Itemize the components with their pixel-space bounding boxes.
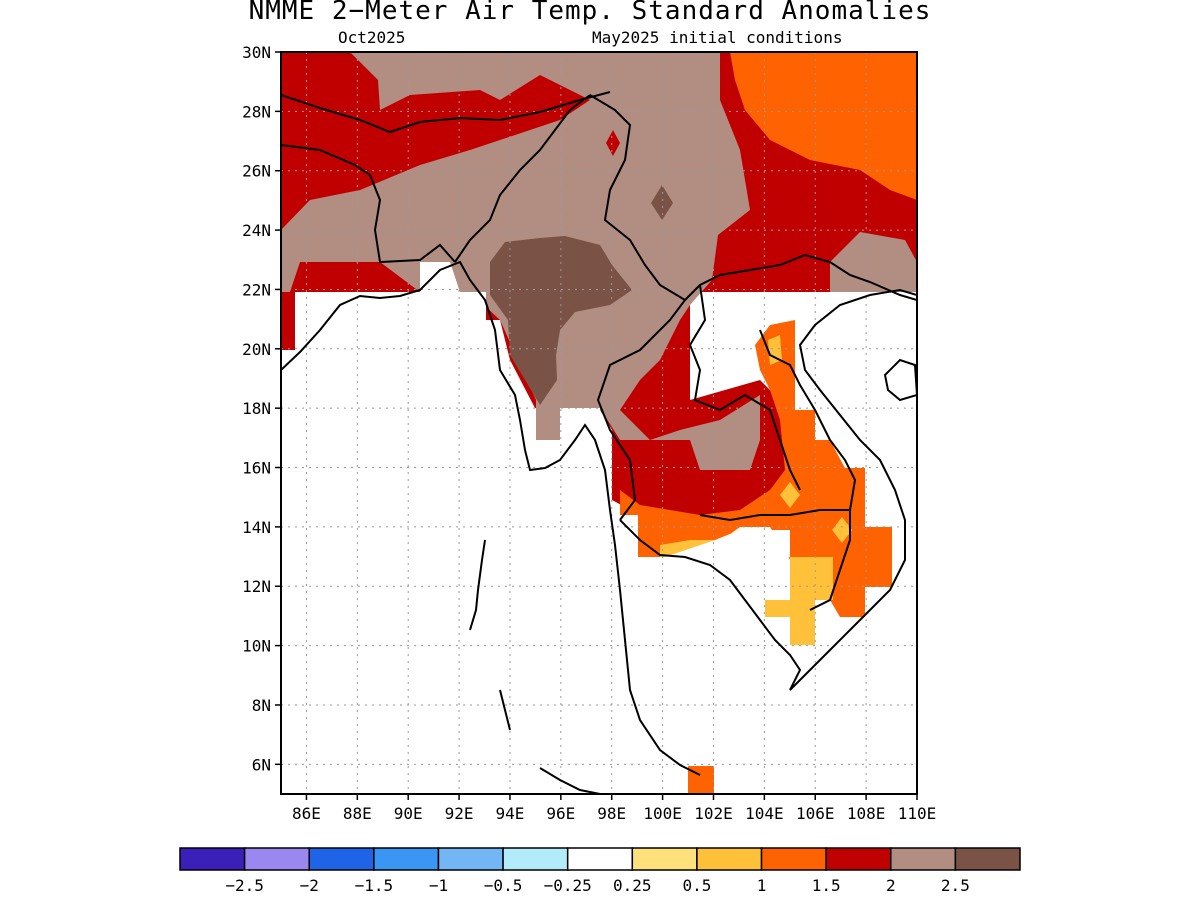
colorbar-swatch [243, 847, 310, 871]
colorbar-swatch [696, 847, 763, 871]
colorbar-label: −2.5 [225, 876, 264, 895]
anomaly-region-2-to-2-5-east [830, 232, 917, 292]
lat-tick-label: 22N [242, 280, 271, 299]
colorbar-label: 0.25 [613, 876, 652, 895]
no-data-gulf-of-tonkin [795, 292, 917, 590]
colorbar-label: −1.5 [355, 876, 394, 895]
colorbar-swatch [437, 847, 504, 871]
lon-tick-label: 98E [597, 804, 626, 823]
lat-tick-label: 20N [242, 340, 271, 359]
border-india-china [281, 91, 611, 134]
anomaly-region-1-5-to-2-patch [606, 130, 620, 156]
coastline-andaman-islands [469, 539, 486, 631]
lon-tick-label: 88E [343, 804, 372, 823]
colorbar-swatch [890, 847, 957, 871]
longitude-axis: 86E 88E 90E 92E 94E 96E 98E 100E 102E 104E 106E 108… [292, 794, 936, 823]
colorbar-swatch [308, 847, 375, 871]
colorbar-label: 2.5 [941, 876, 970, 895]
lat-tick-label: 16N [242, 459, 271, 478]
lon-tick-label: 92E [445, 804, 474, 823]
coastline-indian-east [281, 260, 701, 776]
lat-tick-label: 8N [252, 696, 271, 715]
colorbar-label: 0.5 [682, 876, 711, 895]
border-laos-china [684, 253, 917, 301]
colorbar-label: 2 [886, 876, 896, 895]
coastline-sumatra [539, 767, 601, 794]
lon-tick-label: 108E [847, 804, 886, 823]
colorbar-swatch [502, 847, 569, 871]
colorbar-swatch [954, 847, 1021, 871]
colorbar-label: 1.5 [812, 876, 841, 895]
colorbar-swatch [179, 847, 246, 871]
lon-tick-label: 106E [796, 804, 835, 823]
border-myanmar-china [589, 94, 686, 301]
anomaly-region-0-5-to-1 [768, 335, 782, 365]
coastlines-and-borders [281, 91, 917, 794]
colorbar-label: 1 [757, 876, 767, 895]
lon-tick-label: 104E [745, 804, 784, 823]
anomaly-shading [281, 52, 917, 794]
lat-tick-label: 14N [242, 518, 271, 537]
colorbar-swatch [825, 847, 892, 871]
colorbar-swatch [373, 847, 440, 871]
anomaly-region-1-to-1-5-northeast [730, 52, 917, 200]
lat-tick-label: 30N [242, 43, 271, 62]
border-myanmar-west [454, 94, 591, 263]
colorbar-swatch [631, 847, 698, 871]
lat-tick-label: 12N [242, 577, 271, 596]
lon-tick-label: 110E [898, 804, 937, 823]
anomaly-region-above-2-5-patch [651, 185, 673, 220]
colorbar-label: −0.5 [484, 876, 523, 895]
border-bangladesh [369, 174, 456, 264]
border-laos-thailand [688, 284, 801, 491]
lon-tick-label: 86E [292, 804, 321, 823]
valid-month-label: Oct2025 [338, 28, 406, 47]
colorbar-swatch [760, 847, 827, 871]
map-frame [280, 51, 918, 795]
border-cambodia [699, 509, 851, 611]
latitude-axis: 30N 28N 26N 24N 22N 20N 18N 16N 14N 12N 10N 8N 6N [242, 43, 281, 774]
lon-tick-label: 90E [394, 804, 423, 823]
map-title: NMME 2−Meter Air Temp. Standard Anomalie… [248, 0, 932, 26]
no-data-tonle-sap [740, 530, 790, 562]
lon-tick-label: 96E [546, 804, 575, 823]
border-myanmar-thailand [596, 299, 686, 521]
lat-tick-label: 24N [242, 221, 271, 240]
colorbar-label: −0.25 [544, 876, 592, 895]
colorbar-label: −2 [300, 876, 319, 895]
anomaly-region-above-2-5 [490, 236, 632, 405]
initial-conditions-label: May2025 initial conditions [592, 28, 843, 47]
no-data-bay-of-bengal [281, 262, 917, 794]
lat-tick-label: 6N [252, 755, 271, 774]
lat-tick-label: 10N [242, 637, 271, 656]
colorbar-swatch [566, 847, 634, 871]
border-laos-vietnam [759, 329, 857, 511]
colorbar: −2.5 −2 −1.5 −1 −0.5 −0.25 0.25 0.5 1 1.5 2 2.5 [179, 847, 1021, 895]
anomaly-region-0-5-to-1-restore [790, 587, 815, 645]
colorbar-label: −1 [429, 876, 448, 895]
anomaly-region-0-5-to-1-patch [832, 517, 852, 543]
lon-tick-label: 94E [496, 804, 525, 823]
lon-tick-label: 102E [694, 804, 733, 823]
coastline-gulf-of-thailand [619, 288, 917, 691]
border-nepal [281, 144, 371, 176]
lat-tick-label: 26N [242, 162, 271, 181]
graticule [281, 52, 917, 794]
lon-tick-label: 100E [643, 804, 682, 823]
anomaly-region-0-5-to-1-patch [780, 482, 800, 508]
lat-tick-label: 28N [242, 102, 271, 121]
coastline-nicobar [499, 689, 511, 731]
coastline-hainan [883, 358, 917, 402]
lat-tick-label: 18N [242, 399, 271, 418]
